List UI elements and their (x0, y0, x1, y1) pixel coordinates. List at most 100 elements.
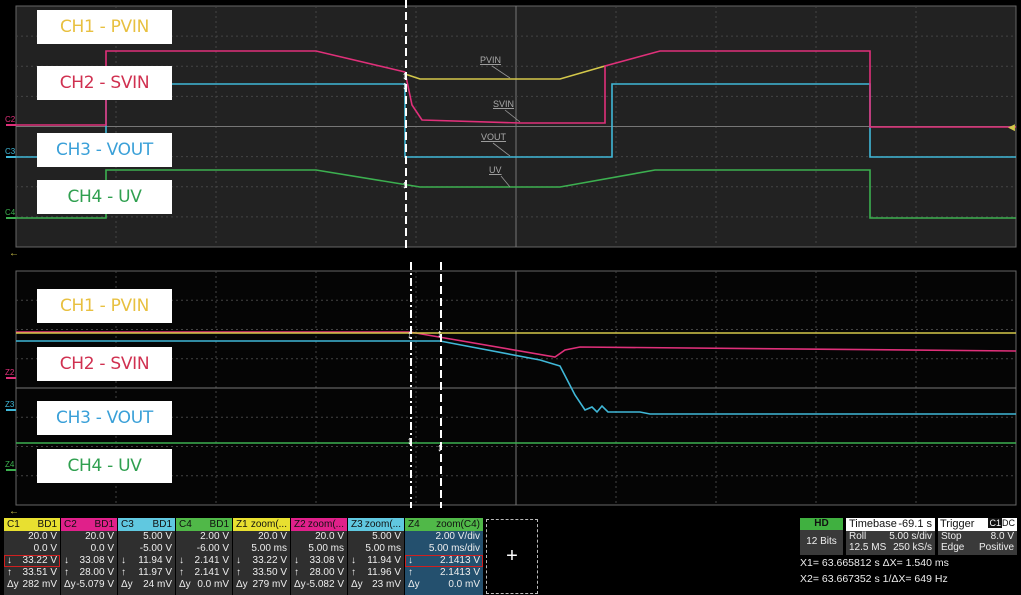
trigger-title: Trigger (940, 518, 975, 530)
channel-value: 5.00 ms/div (428, 543, 480, 554)
channel-value: 33.50 V (252, 567, 287, 578)
channel-value: -5.00 V (139, 543, 172, 554)
row-symbol: ↑ (294, 567, 299, 578)
trace-label-leader (504, 109, 521, 123)
channel-value: 5.00 ms (365, 543, 401, 554)
channel-value: -5.082 V (306, 579, 344, 590)
channel-value: 33.22 V (252, 555, 287, 566)
channel-badge: BD1 (37, 519, 57, 530)
cursor-arrow-icon: ↕ (407, 329, 413, 341)
row-symbol: ↓ (179, 555, 184, 566)
lower-marker-z2[interactable]: Z2 (5, 368, 15, 377)
trigger-source: C1 (988, 518, 1002, 528)
trace-label-vout: VOUT (481, 132, 507, 142)
channel-value: 5.00 ms (251, 543, 287, 554)
channel-badge: zoom(... (364, 519, 401, 530)
channel-name: C3 (121, 519, 134, 530)
channel-badge: BD1 (94, 519, 114, 530)
row-symbol: Δy (351, 579, 363, 590)
row-symbol: Δy (408, 579, 420, 590)
channel-value: 28.00 V (309, 567, 344, 578)
channel-panel-z4[interactable]: Z4 zoom(C4) 2.00 V/div 5.00 ms/div ↓ 2.1413 V… (405, 518, 483, 595)
trace-label-uv: UV (489, 165, 502, 175)
channel-value: 33.51 V (22, 567, 57, 578)
row-symbol: ↑ (408, 567, 413, 578)
row-symbol: ↑ (236, 567, 241, 578)
channel-value: 0.0 mV (197, 579, 229, 590)
row-symbol: ↑ (121, 567, 126, 578)
add-math-button[interactable]: + (486, 519, 538, 594)
lower-channel-label-2: CH2 - SVIN (37, 347, 172, 381)
trace-label-leader (491, 65, 511, 79)
channel-value: 2.141 V (194, 555, 229, 566)
bit-depth: 12 Bits (806, 536, 837, 547)
scroll-left-icon[interactable]: ← (9, 248, 19, 259)
channel-panel-z1[interactable]: Z1 zoom(... 20.0 V 5.00 ms ↓ 33.22 V ↑ 33.50 V Δ… (233, 518, 290, 595)
row-symbol: Δy (236, 579, 248, 590)
timebase-offset: -69.1 s (898, 518, 932, 530)
timebase-div: 5.00 s/div (889, 531, 932, 542)
trigger-level: 8.0 V (990, 531, 1014, 542)
channel-value: 282 mV (22, 579, 57, 590)
trace-label-leader (500, 175, 511, 188)
channel-panel-c2[interactable]: C2 BD1 20.0 V 0.0 V ↓ 33.08 V ↑ 28.00 V Δy -5.079… (61, 518, 117, 595)
channel-value: 11.96 V (367, 567, 401, 578)
lower-marker-z3[interactable]: Z3 (5, 400, 15, 409)
upper-marker-c4[interactable]: C4 (5, 208, 16, 217)
channel-name: Z1 (236, 519, 248, 530)
channel-name: C1 (7, 519, 20, 530)
channel-value: 5.00 V (372, 531, 401, 542)
lower-marker-z4[interactable]: Z4 (5, 460, 15, 469)
channel-panel-z3[interactable]: Z3 zoom(... 5.00 V 5.00 ms ↓ 11.94 V ↑ 11.96 V Δ… (348, 518, 404, 595)
channel-value: 24 mV (143, 579, 172, 590)
cursor-arrow-icon: ↕ (402, 70, 408, 82)
channel-panel-c1[interactable]: C1 BD1 20.0 V 0.0 V ↓ 33.22 V ↑ 33.51 V Δy 282 mV (4, 518, 60, 595)
upper-marker-c2[interactable]: C2 (5, 115, 16, 124)
channel-value: 28.00 V (79, 567, 114, 578)
cursor-arrow-icon: ↕ (407, 435, 413, 447)
memory-depth: 12.5 MS (849, 542, 887, 553)
channel-value: 11.97 V (138, 567, 172, 578)
timebase-panel[interactable]: Timebase -69.1 s Roll 5.00 s/div 12.5 MS 25… (846, 518, 935, 555)
pvin-trace (404, 65, 606, 80)
row-symbol: ↓ (351, 555, 356, 566)
upper-marker-c3[interactable]: C3 (5, 147, 16, 156)
trigger-panel[interactable]: Trigger C1DC Stop 8.0 V Edge Positive (938, 518, 1017, 555)
channel-badge: BD1 (152, 519, 172, 530)
channel-value: 2.00 V (200, 531, 229, 542)
row-symbol: ↓ (64, 555, 69, 566)
row-symbol: Δy (7, 579, 19, 590)
channel-value: 2.1413 V (439, 555, 480, 566)
channel-value: 11.94 V (367, 555, 401, 566)
svin-trace (16, 50, 1016, 128)
trigger-level-icon[interactable]: ◀ (1008, 122, 1015, 132)
channel-value: -5.079 V (76, 579, 114, 590)
channel-panel-c3[interactable]: C3 BD1 5.00 V -5.00 V ↓ 11.94 V ↑ 11.97 V Δy 24 m… (118, 518, 175, 595)
trace-label-leader (492, 142, 511, 157)
scroll-left-icon[interactable]: ← (9, 506, 19, 515)
channel-name: Z2 (294, 519, 306, 530)
cursor-arrow-icon: ↕ (402, 179, 408, 191)
channel-badge: zoom(... (250, 519, 287, 530)
trigger-slope: Positive (978, 542, 1014, 553)
trace-label-pvin: PVIN (480, 55, 501, 65)
trace-label-svin: SVIN (493, 99, 514, 109)
trigger-coupling: DC (1002, 518, 1015, 528)
row-symbol: Δy (64, 579, 76, 590)
channel-name: C4 (179, 519, 192, 530)
row-symbol: ↓ (408, 555, 413, 566)
row-symbol: ↑ (351, 567, 356, 578)
channel-badge: BD1 (209, 519, 229, 530)
channel-panel-c4[interactable]: C4 BD1 2.00 V -6.00 V ↓ 2.141 V ↑ 2.141 V Δy 0.0 … (176, 518, 232, 595)
upper-channel-label-3: CH3 - VOUT (37, 133, 172, 167)
channel-value: 5.00 ms (308, 543, 344, 554)
cursor-x1-readout: X1= 63.665812 s ΔX= 1.540 ms (800, 557, 949, 569)
upper-channel-label-2: CH2 - SVIN (37, 66, 172, 100)
trigger-state: Stop (941, 531, 962, 542)
channel-value: 0.0 V (90, 543, 114, 554)
hd-panel[interactable]: HD 12 Bits (800, 518, 843, 555)
row-symbol: ↑ (7, 567, 12, 578)
timebase-title: Timebase (849, 518, 897, 530)
